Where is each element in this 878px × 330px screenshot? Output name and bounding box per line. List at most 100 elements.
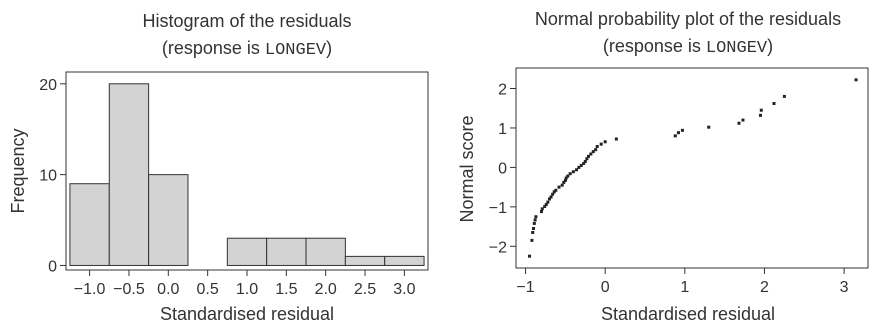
normal-plot-point bbox=[680, 128, 684, 132]
normal-plot-point bbox=[782, 94, 786, 98]
normal-plot-y-tick-label: 0 bbox=[498, 160, 507, 177]
normal-plot-x-ticks: −1 0 1 2 3 bbox=[516, 268, 849, 296]
histogram-x-ticks: −1.0 −0.5 0.0 0.5 1.0 1.5 2.0 2.5 3.0 bbox=[74, 270, 416, 298]
normal-plot-point bbox=[673, 134, 677, 138]
normal-plot-point bbox=[544, 202, 548, 206]
normal-plot-point bbox=[585, 157, 589, 161]
normal-plot-subtitle-prefix: (response is bbox=[603, 36, 706, 56]
histogram-y-tick-label: 10 bbox=[39, 168, 57, 185]
normal-plot-points bbox=[528, 78, 858, 258]
normal-plot-point bbox=[568, 172, 572, 176]
normal-plot-point bbox=[540, 207, 544, 211]
normal-plot-point bbox=[575, 168, 579, 172]
histogram-bar bbox=[148, 174, 189, 266]
normal-plot-y-tick-label: 1 bbox=[498, 121, 507, 138]
normal-plot-point bbox=[759, 108, 763, 112]
normal-plot-point bbox=[595, 145, 599, 149]
normal-plot-point bbox=[614, 137, 618, 141]
normal-plot-subtitle: (response is LONGEV) bbox=[603, 36, 773, 58]
normal-plot-point bbox=[557, 185, 561, 189]
normal-plot-point bbox=[534, 215, 538, 219]
normal-plot-point bbox=[707, 125, 711, 129]
histogram-bar bbox=[226, 237, 268, 266]
normal-plot-point bbox=[594, 148, 598, 152]
histogram-x-tick-label: 2.0 bbox=[315, 281, 337, 298]
normal-plot-y-tick-label: 2 bbox=[498, 82, 507, 99]
normal-plot-point bbox=[676, 131, 680, 135]
histogram-bars bbox=[69, 83, 425, 266]
normal-plot-point bbox=[737, 121, 741, 125]
histogram-x-tick-label: 0.5 bbox=[197, 281, 219, 298]
histogram-bar bbox=[384, 255, 425, 266]
histogram-x-tick-label: 2.5 bbox=[354, 281, 376, 298]
normal-plot-point bbox=[532, 221, 536, 225]
normal-plot-point bbox=[562, 180, 566, 184]
normal-probability-panel: Normal probability plot of the residuals… bbox=[457, 9, 869, 324]
normal-plot-point bbox=[551, 192, 555, 196]
normal-plot-point bbox=[579, 163, 583, 167]
normal-plot-x-tick-label: 0 bbox=[601, 279, 610, 296]
normal-plot-point bbox=[547, 197, 551, 201]
histogram-x-tick-label: 1.5 bbox=[275, 281, 297, 298]
normal-plot-point bbox=[543, 204, 547, 208]
histogram-x-tick-label: 1.0 bbox=[236, 281, 258, 298]
histogram-y-tick-label: 20 bbox=[39, 77, 57, 94]
normal-plot-point bbox=[582, 161, 586, 165]
normal-plot-point bbox=[554, 188, 558, 192]
normal-plot-y-axis-label: Normal score bbox=[457, 115, 477, 222]
normal-plot-point bbox=[532, 227, 536, 231]
normal-plot-point bbox=[599, 142, 603, 146]
normal-plot-point bbox=[563, 178, 567, 182]
normal-plot-point bbox=[772, 102, 776, 106]
normal-plot-point bbox=[583, 159, 587, 163]
histogram-x-tick-label: 3.0 bbox=[393, 281, 415, 298]
normal-plot-frame bbox=[515, 67, 869, 269]
histogram-x-tick-label: 0.0 bbox=[157, 281, 179, 298]
histogram-bar bbox=[69, 183, 110, 266]
normal-plot-y-ticks: −2 −1 0 1 2 bbox=[489, 82, 516, 256]
histogram-subtitle: (response is LONGEV) bbox=[162, 38, 332, 60]
histogram-bar bbox=[108, 83, 150, 266]
normal-plot-point bbox=[741, 118, 745, 122]
normal-plot-point bbox=[533, 218, 537, 222]
normal-plot-point bbox=[560, 183, 564, 187]
normal-plot-point bbox=[577, 165, 581, 169]
normal-plot-point bbox=[586, 154, 590, 158]
normal-plot-point bbox=[549, 195, 553, 199]
histogram-y-ticks: 0 10 20 bbox=[39, 77, 66, 275]
normal-plot-point bbox=[758, 113, 762, 117]
normal-plot-point bbox=[528, 254, 532, 258]
histogram-subtitle-prefix: (response is bbox=[162, 38, 265, 58]
histogram-bar bbox=[344, 255, 386, 266]
normal-plot-x-tick-label: 1 bbox=[680, 279, 689, 296]
normal-plot-point bbox=[539, 210, 543, 214]
histogram-subtitle-code: LONGEV bbox=[265, 41, 327, 60]
histogram-x-tick-label: −1.0 bbox=[74, 281, 106, 298]
normal-plot-subtitle-suffix: ) bbox=[767, 36, 773, 56]
histogram-y-tick-label: 0 bbox=[48, 258, 57, 275]
normal-plot-point bbox=[546, 200, 550, 204]
normal-plot-x-axis-label: Standardised residual bbox=[601, 304, 775, 324]
histogram-x-tick-label: −0.5 bbox=[113, 281, 145, 298]
normal-plot-title: Normal probability plot of the residuals bbox=[535, 9, 841, 29]
normal-plot-x-tick-label: 3 bbox=[840, 279, 849, 296]
normal-plot-point bbox=[552, 190, 556, 194]
normal-plot-point bbox=[571, 170, 575, 174]
normal-plot-point bbox=[854, 78, 858, 82]
normal-plot-subtitle-code: LONGEV bbox=[706, 39, 768, 58]
histogram-bar bbox=[305, 237, 346, 266]
histogram-y-axis-label: Frequency bbox=[8, 128, 28, 213]
normal-plot-point bbox=[564, 176, 568, 180]
histogram-subtitle-suffix: ) bbox=[326, 38, 332, 58]
normal-plot-x-tick-label: −1 bbox=[516, 279, 534, 296]
normal-plot-y-tick-label: −1 bbox=[489, 200, 507, 217]
normal-plot-point bbox=[530, 238, 534, 242]
normal-plot-x-tick-label: 2 bbox=[760, 279, 769, 296]
normal-plot-point bbox=[591, 150, 595, 154]
normal-plot-y-tick-label: −2 bbox=[489, 239, 507, 256]
histogram-x-axis-label: Standardised residual bbox=[160, 304, 334, 324]
histogram-panel: Histogram of the residuals (response is … bbox=[8, 11, 429, 324]
normal-plot-point bbox=[566, 174, 570, 178]
normal-plot-point bbox=[531, 230, 535, 234]
